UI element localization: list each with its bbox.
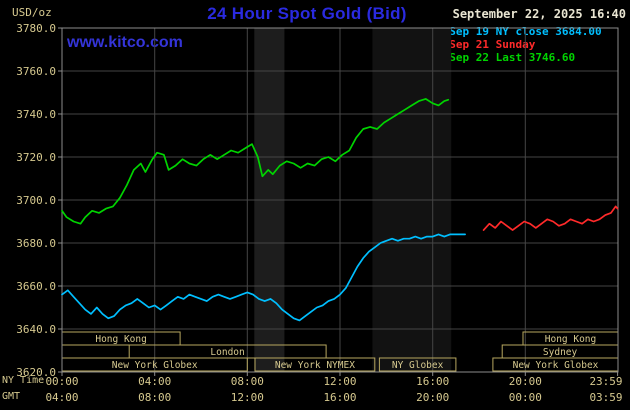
y-tick-label: 3660.0 [16, 280, 56, 293]
y-tick-label: 3620.0 [16, 366, 56, 379]
price-line-series [61, 233, 466, 322]
kitco-watermark-link[interactable]: www.kitco.com [67, 34, 183, 51]
y-axis-unit-label: USD/oz [12, 6, 52, 19]
market-session-label: Hong Kong [95, 334, 146, 345]
y-tick-label: 3760.0 [16, 65, 56, 78]
market-session-label: Sydney [543, 347, 578, 358]
plot-border [61, 27, 619, 373]
gmt-tick-label: 20:00 [416, 391, 450, 404]
y-tick-label: 3700.0 [16, 194, 56, 207]
ny-tick-label: 23:59 [589, 375, 623, 388]
legend-item: - Sep 22 Last 3746.60 [436, 51, 576, 64]
ny-tick-label: 04:00 [138, 375, 172, 388]
market-session-label: Hong Kong [545, 334, 596, 345]
y-tick-label: 3640.0 [16, 323, 56, 336]
market-session-label: London [210, 347, 244, 358]
market-session-box [378, 357, 457, 372]
market-session-label: New York Globex [112, 360, 198, 371]
y-tick-label: 3740.0 [16, 108, 56, 121]
gmt-tick-label: 03:59 [589, 391, 623, 404]
y-tick-label: 3780.0 [16, 22, 56, 35]
y-tick-label: 3720.0 [16, 151, 56, 164]
gmt-tick-label: 00:00 [508, 391, 542, 404]
ny-tick-label: 16:00 [416, 375, 450, 388]
y-tick-label: 3680.0 [16, 237, 56, 250]
gmt-tick-label: 16:00 [323, 391, 357, 404]
ny-tick-label: 08:00 [230, 375, 264, 388]
price-line-series [61, 98, 450, 225]
datetime-label: September 22, 2025 16:40 [452, 7, 626, 21]
chart-title: 24 Hour Spot Gold (Bid) [207, 4, 407, 23]
x-axis-row-name-nytime: NY Time [2, 375, 45, 386]
market-session-box [254, 357, 376, 372]
legend-item: - Sep 21 Sunday [436, 38, 536, 51]
gmt-tick-label: 12:00 [230, 391, 264, 404]
price-line-series [482, 205, 619, 231]
market-session-label: New York Globex [513, 360, 599, 371]
gmt-tick-label: 08:00 [138, 391, 172, 404]
gmt-tick-label: 04:00 [45, 391, 79, 404]
x-axis-row-name-gmt: GMT [2, 391, 21, 402]
market-session-label: New York NYMEX [275, 360, 355, 371]
market-session-label: NY Globex [392, 360, 444, 371]
ny-tick-label: 00:00 [45, 375, 79, 388]
ny-tick-label: 12:00 [323, 375, 357, 388]
ny-tick-label: 20:00 [508, 375, 542, 388]
